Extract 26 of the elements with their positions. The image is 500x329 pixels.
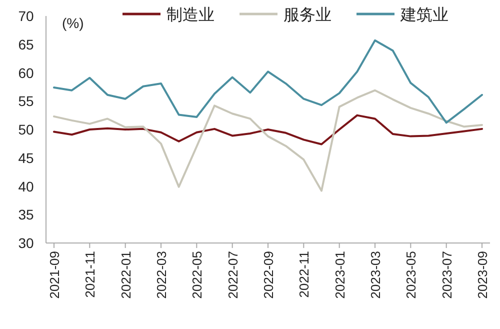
y-tick-label: 35: [18, 206, 34, 223]
y-tick-label: 55: [18, 93, 34, 110]
x-tick-label: 2022-01: [118, 251, 134, 299]
x-tick-label: 2021-11: [82, 251, 98, 298]
y-tick-label: 45: [18, 150, 34, 166]
x-tick-label: 2022-03: [154, 251, 169, 299]
x-tick-label: 2023-07: [439, 251, 454, 299]
y-tick-label: 50: [18, 122, 34, 138]
x-tick-label: 2023-03: [368, 251, 383, 299]
x-tick-label: 2022-07: [225, 251, 240, 299]
legend-label: 制造业: [166, 6, 214, 24]
y-tick-label: 40: [18, 178, 34, 194]
x-tick-label: 2022-05: [190, 251, 205, 299]
x-tick-label: 2023-05: [404, 251, 419, 299]
x-tick-label: 2021-09: [47, 251, 62, 299]
y-tick-label: 30: [18, 235, 34, 251]
y-tick-label: 60: [18, 64, 34, 81]
y-tick-label: 70: [18, 8, 34, 24]
x-tick-label: 2023-09: [475, 251, 490, 299]
annotation: (%): [62, 15, 84, 31]
y-tick-label: 65: [18, 36, 34, 52]
legend-label: 服务业: [284, 6, 332, 24]
legend-label: 建筑业: [400, 6, 448, 24]
x-tick-label: 2022-11: [296, 251, 312, 298]
x-tick-label: 2023-01: [332, 251, 348, 299]
x-tick-label: 2022-09: [261, 251, 276, 299]
